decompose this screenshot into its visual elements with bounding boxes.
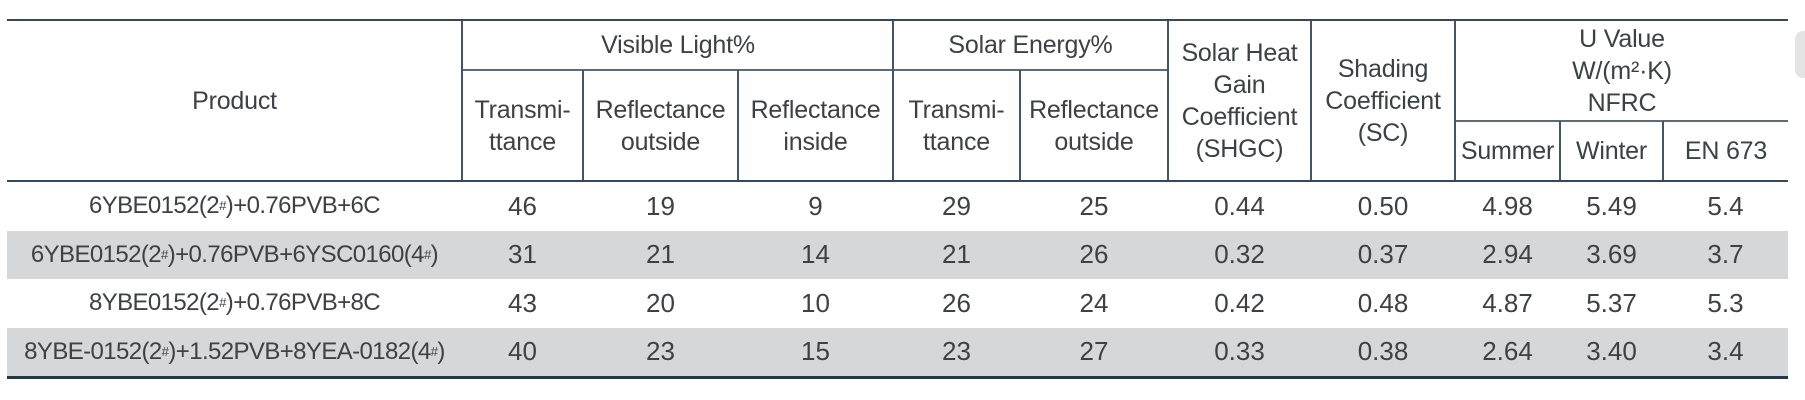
col-header-u-en673: EN 673 <box>1684 137 1768 165</box>
group-split-border <box>462 69 1168 71</box>
column-border <box>1559 121 1561 180</box>
header-bottom-border <box>7 180 1788 182</box>
cell-u-summer: 2.64 <box>1482 336 1533 367</box>
table-bottom-border <box>7 376 1788 379</box>
cell-u-summer: 4.98 <box>1482 190 1533 221</box>
col-header-shading-coefficient: Shading Coefficient (SC) <box>1325 54 1441 147</box>
cell-vl-reflectance-outside: 21 <box>646 239 675 270</box>
cell-u-winter: 5.37 <box>1586 287 1637 318</box>
cell-se-reflectance-outside: 25 <box>1079 190 1109 221</box>
cell-product: 8YBE-0152(2 #)+1.52PVB+8YEA-0182(4 #) <box>24 337 445 365</box>
cell-u-winter: 3.69 <box>1586 239 1637 270</box>
col-header-shgc: Solar Heat Gain Coefficient (SHGC) <box>1181 38 1298 163</box>
col-header-vl-transmittance: Transmi- ttance <box>474 95 571 156</box>
cell-sc: 0.38 <box>1357 336 1409 367</box>
cell-vl-reflectance-outside: 19 <box>646 190 675 221</box>
cell-u-winter: 5.49 <box>1586 190 1637 221</box>
scrollbar-thumb[interactable] <box>1795 31 1805 78</box>
cell-se-reflectance-outside: 26 <box>1079 239 1109 270</box>
column-border <box>1167 21 1169 180</box>
column-border <box>461 21 463 180</box>
cell-u-en673: 5.4 <box>1707 190 1744 221</box>
cell-vl-transmittance: 46 <box>508 190 537 221</box>
cell-vl-reflectance-inside: 15 <box>801 336 830 367</box>
cell-vl-transmittance: 43 <box>508 287 537 318</box>
cell-vl-reflectance-outside: 20 <box>646 287 675 318</box>
cell-product: 6YBE0152(2 #)+0.76PVB+6YSC0160(4 #) <box>30 240 439 268</box>
column-border <box>582 70 584 180</box>
column-border <box>1019 70 1021 180</box>
cell-u-en673: 3.4 <box>1707 336 1744 367</box>
cell-u-en673: 3.7 <box>1707 239 1744 270</box>
table-row: 8YBE-0152(2 #)+1.52PVB+8YEA-0182(4 #) 40 2… <box>7 327 1788 376</box>
glass-performance-table: Product Visible Light% Transmi- ttance R… <box>7 19 1788 384</box>
column-border <box>737 70 739 180</box>
cell-se-transmittance: 29 <box>942 190 971 221</box>
cell-vl-reflectance-outside: 23 <box>646 336 675 367</box>
cell-u-en673: 5.3 <box>1707 287 1744 318</box>
cell-shgc: 0.33 <box>1214 336 1265 367</box>
cell-vl-transmittance: 31 <box>508 239 537 270</box>
column-border <box>1662 121 1664 180</box>
cell-shgc: 0.32 <box>1214 239 1265 270</box>
table-row: 6YBE0152(2 #)+0.76PVB+6YSC0160(4 #) 31 21 … <box>7 230 1788 279</box>
cell-sc: 0.37 <box>1357 239 1409 270</box>
cell-vl-reflectance-inside: 10 <box>801 287 830 318</box>
col-header-vl-reflectance-inside: Reflectance inside <box>750 95 881 156</box>
group-header-solar-energy: Solar Energy% <box>948 31 1113 59</box>
cell-se-transmittance: 26 <box>942 287 971 318</box>
cell-shgc: 0.42 <box>1214 287 1265 318</box>
column-border <box>1310 21 1312 180</box>
table-row: 8YBE0152(2 #)+0.76PVB+8C 43 20 10 26 24 0… <box>7 279 1788 328</box>
cell-shgc: 0.44 <box>1214 190 1265 221</box>
col-header-u-summer: Summer <box>1460 137 1555 165</box>
uvalue-split-border <box>1455 120 1788 122</box>
cell-u-winter: 3.40 <box>1586 336 1637 367</box>
group-header-u-value: U Value W/(m²·K) NFRC <box>1572 24 1672 117</box>
table-row: 6YBE0152(2 #)+0.76PVB+6C 46 19 9 29 25 0.… <box>7 182 1788 231</box>
col-header-vl-reflectance-outside: Reflectance outside <box>595 95 726 156</box>
col-header-se-transmittance: Transmi- ttance <box>908 95 1005 156</box>
column-border <box>892 21 894 180</box>
col-header-u-winter: Winter <box>1575 137 1648 165</box>
column-border <box>1454 21 1456 180</box>
cell-se-reflectance-outside: 24 <box>1079 287 1109 318</box>
cell-sc: 0.48 <box>1357 287 1409 318</box>
cell-se-reflectance-outside: 27 <box>1079 336 1109 367</box>
cell-vl-reflectance-inside: 9 <box>808 190 823 221</box>
group-header-visible-light: Visible Light% <box>601 31 755 59</box>
cell-u-summer: 4.87 <box>1482 287 1533 318</box>
cell-se-transmittance: 23 <box>942 336 971 367</box>
cell-product: 6YBE0152(2 #)+0.76PVB+6C <box>88 192 381 220</box>
col-header-se-reflectance-outside: Reflectance outside <box>1029 95 1159 156</box>
cell-product: 8YBE0152(2 #)+0.76PVB+8C <box>88 289 381 317</box>
table-top-border <box>7 19 1788 21</box>
cell-se-transmittance: 21 <box>942 239 971 270</box>
table-body: 6YBE0152(2 #)+0.76PVB+6C 46 19 9 29 25 0.… <box>7 182 1788 376</box>
cell-vl-transmittance: 40 <box>508 336 537 367</box>
cell-u-summer: 2.94 <box>1482 239 1533 270</box>
cell-sc: 0.50 <box>1357 190 1409 221</box>
col-header-product: Product <box>192 86 277 115</box>
cell-vl-reflectance-inside: 14 <box>801 239 830 270</box>
